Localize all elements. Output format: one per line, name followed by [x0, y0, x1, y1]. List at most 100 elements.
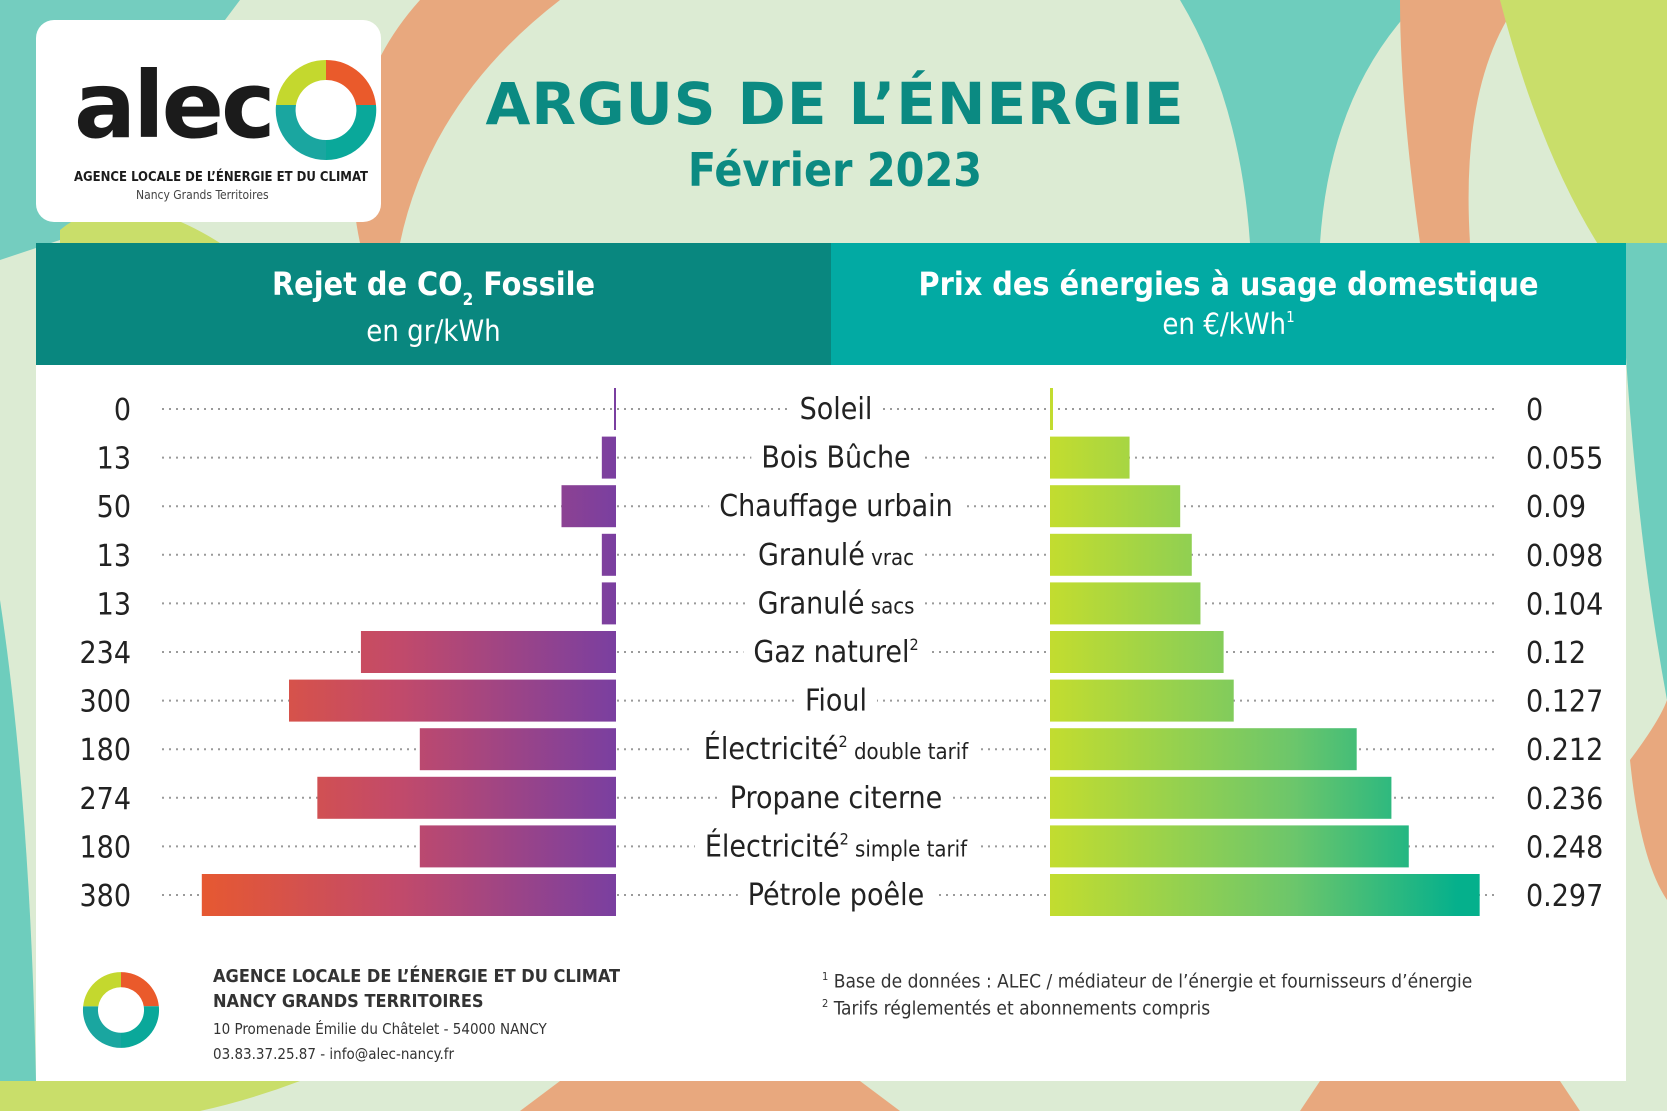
- category-label-main: Granulé: [758, 586, 865, 621]
- footnote-2: 2 Tarifs réglementés et abonnements comp…: [822, 997, 1210, 1019]
- category-label-main: Chauffage urbain: [719, 489, 953, 524]
- co2-bar: [614, 388, 616, 430]
- price-bar: [1050, 679, 1234, 722]
- category-label: Bois Bûche: [761, 441, 910, 476]
- category-label-detail: simple tarif: [849, 837, 968, 862]
- co2-value-label: 13: [97, 587, 131, 622]
- category-label-main: Granulé: [758, 538, 865, 573]
- price-bar: [1050, 533, 1192, 576]
- category-label-backing: [694, 827, 979, 866]
- co2-bar: [419, 728, 616, 771]
- co2-bar: [317, 776, 616, 819]
- co2-value-label: 180: [79, 830, 131, 865]
- co2-value-label: 13: [97, 442, 131, 477]
- category-label-main: Propane citerne: [730, 781, 942, 816]
- price-bar: [1050, 776, 1392, 819]
- price-unit-text: en €/kWh: [1162, 307, 1287, 341]
- price-value-label: 0.098: [1526, 539, 1603, 574]
- price-unit-footnote: 1: [1286, 308, 1295, 326]
- category-label: Soleil: [800, 392, 873, 427]
- price-value-label: 0.212: [1526, 733, 1603, 768]
- price-value-label: 0.12: [1526, 636, 1586, 671]
- price-value-label: 0.236: [1526, 782, 1603, 817]
- category-label-backing: [789, 390, 883, 428]
- category-label-footnote: 2: [840, 829, 849, 848]
- price-value-label: 0.297: [1526, 879, 1603, 914]
- co2-value-label: 0: [114, 393, 131, 428]
- price-bar: [1050, 825, 1409, 868]
- price-bar: [1050, 485, 1181, 528]
- logo-territory: Nancy Grands Territoires: [136, 188, 269, 202]
- category-label-detail: sacs: [864, 594, 914, 619]
- price-bar: [1050, 388, 1053, 430]
- price-bar: [1050, 874, 1480, 916]
- footnote-1-mark: 1: [822, 970, 829, 983]
- footer-address: 10 Promenade Émilie du Châtelet - 54000 …: [213, 1020, 547, 1038]
- price-value-label: 0.248: [1526, 830, 1603, 865]
- footer-org-name: AGENCE LOCALE DE L’ÉNERGIE ET DU CLIMAT: [213, 966, 621, 987]
- price-value-label: 0.09: [1526, 490, 1586, 525]
- footnote-1: 1 Base de données : ALEC / médiateur de …: [822, 970, 1472, 992]
- co2-bar: [601, 436, 616, 479]
- price-bar: [1050, 631, 1224, 673]
- category-label-backing: [709, 487, 963, 526]
- category-label-backing: [693, 730, 980, 769]
- price-value-label: 0.055: [1526, 442, 1603, 477]
- co2-bar: [201, 874, 617, 916]
- footnote-1-text: Base de données : ALEC / médiateur de l’…: [833, 970, 1473, 993]
- category-label: Gaz naturel2: [753, 635, 918, 670]
- category-label-backing: [719, 778, 953, 817]
- category-label-main: Pétrole poêle: [748, 878, 924, 913]
- category-label-backing: [743, 633, 929, 671]
- category-label-backing: [751, 438, 921, 477]
- category-label-main: Fioul: [805, 684, 867, 719]
- footnote-2-mark: 2: [822, 997, 829, 1010]
- category-label-main: Gaz naturel: [753, 635, 909, 670]
- energy-diverging-bar-chart: Soleil 0 0 Bois Bûche 13 0.055 Chauffage urbai…: [79, 388, 1603, 916]
- co2-header: Rejet de CO2 Fossile en gr/kWh: [36, 243, 831, 365]
- co2-value-label: 13: [97, 539, 131, 574]
- category-label: Fioul: [805, 684, 867, 719]
- chart-panel: Rejet de CO2 Fossile en gr/kWh Prix des …: [36, 243, 1626, 1081]
- category-label-main: Bois Bûche: [761, 441, 910, 476]
- price-value-label: 0: [1526, 393, 1543, 428]
- footer-org-territory: NANCY GRANDS TERRITOIRES: [213, 991, 484, 1012]
- co2-title: Rejet de CO2 Fossile: [36, 265, 831, 310]
- category-label-backing: [747, 535, 925, 574]
- footer-contact-link[interactable]: 03.83.37.25.87 - info@alec-nancy.fr: [213, 1045, 455, 1063]
- co2-unit: en gr/kWh: [366, 314, 501, 348]
- price-bar: [1050, 436, 1130, 479]
- category-label-main: Électricité: [704, 731, 839, 767]
- alec-logo-wordmark: alec: [74, 52, 276, 159]
- co2-bar: [601, 582, 616, 625]
- category-label-detail: vrac: [865, 546, 914, 571]
- co2-bar: [419, 825, 616, 868]
- page-subtitle: Février 2023: [687, 143, 983, 197]
- alec-ring-icon: [275, 59, 377, 161]
- alec-logo-card[interactable]: alec AGENCE LOCALE DE L’ÉNERGIE ET DU CL…: [36, 20, 381, 222]
- co2-value-label: 274: [79, 782, 131, 817]
- category-label: Pétrole poêle: [748, 878, 924, 913]
- co2-value-label: 180: [79, 733, 131, 768]
- footnote-2-text: Tarifs réglementés et abonnements compri…: [833, 997, 1211, 1020]
- category-label-footnote: 2: [909, 635, 918, 654]
- category-label: Électricité2 simple tarif: [705, 828, 968, 864]
- category-label: Granulé sacs: [758, 586, 915, 621]
- price-value-label: 0.127: [1526, 685, 1603, 720]
- category-label: Propane citerne: [730, 781, 942, 816]
- co2-bar: [561, 485, 616, 528]
- price-unit: en €/kWh1: [831, 307, 1626, 341]
- co2-value-label: 234: [79, 636, 131, 671]
- category-label: Chauffage urbain: [719, 489, 953, 524]
- co2-value-label: 300: [79, 685, 131, 720]
- page-title: ARGUS DE L’ÉNERGIE: [485, 70, 1185, 138]
- co2-title-suffix: Fossile: [473, 265, 595, 303]
- footer-logo-ring-icon: [82, 972, 160, 1048]
- category-label-footnote: 2: [839, 732, 848, 751]
- co2-subscript: 2: [462, 290, 474, 310]
- co2-bar: [289, 679, 616, 722]
- category-label: Électricité2 double tarif: [704, 731, 969, 767]
- co2-value-label: 50: [97, 490, 131, 525]
- category-label-backing: [737, 876, 935, 914]
- price-value-label: 0.104: [1526, 587, 1603, 622]
